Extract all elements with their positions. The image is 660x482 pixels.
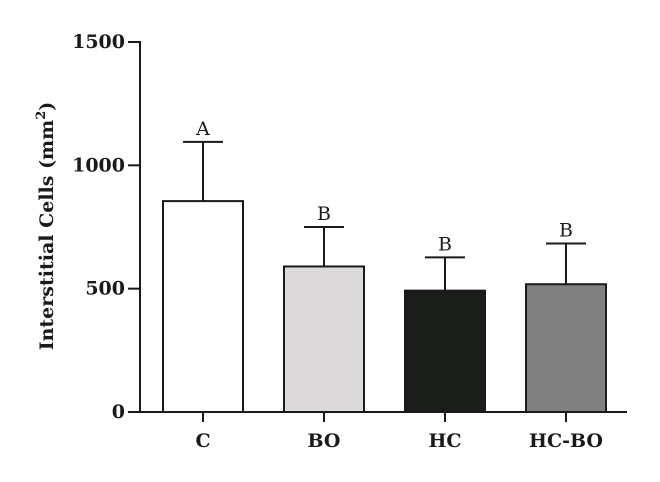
bars-group: A B B B — [162, 118, 607, 414]
axes-group: C BO HC HC-BO 0 500 1000 1500 — [72, 31, 627, 452]
x-tick-label-hc-bo: HC-BO — [529, 430, 603, 452]
significance-label-hc: B — [438, 233, 452, 255]
bar-bo — [283, 265, 365, 414]
significance-label-c: A — [195, 118, 210, 140]
x-tick-label-bo: BO — [308, 430, 341, 452]
y-axis-title-close: ) — [36, 102, 58, 111]
significance-label-hc-bo: B — [559, 220, 573, 242]
y-axis-title-superscript: 2 — [34, 111, 49, 120]
y-tick-label-500: 500 — [85, 278, 125, 300]
x-tick-label-hc: HC — [428, 430, 461, 452]
bar-hc-bo — [525, 283, 607, 413]
y-tick-label-1000: 1000 — [72, 154, 125, 176]
y-axis-title: Interstitial Cells (mm2) — [34, 102, 58, 351]
y-tick-label-0: 0 — [112, 401, 125, 423]
bar-hc — [404, 289, 486, 414]
bar-c — [162, 200, 244, 413]
significance-label-bo: B — [317, 203, 331, 225]
x-tick-label-c: C — [195, 430, 210, 452]
y-tick-label-1500: 1500 — [72, 31, 125, 53]
